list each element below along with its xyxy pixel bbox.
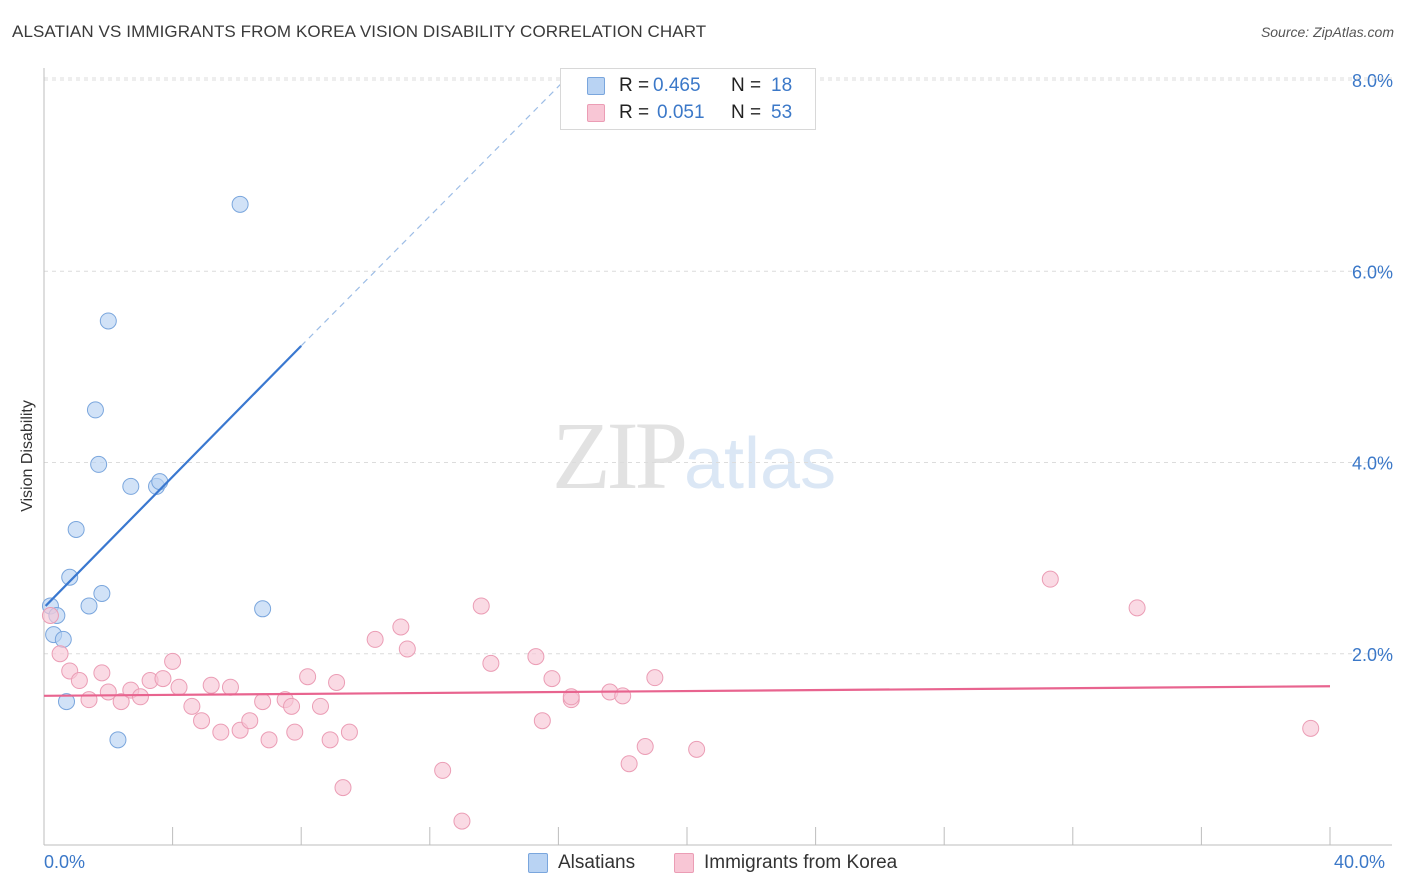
legend-swatch-blue xyxy=(587,77,605,95)
korea-point xyxy=(93,664,111,682)
source-credit: Source: ZipAtlas.com xyxy=(1260,24,1394,40)
korea-point xyxy=(183,697,201,715)
y-tick-label: 2.0% xyxy=(1352,645,1393,665)
alsatian-point xyxy=(231,195,249,213)
alsatian-point xyxy=(254,600,272,618)
korea-point xyxy=(202,676,220,694)
korea-point xyxy=(334,779,352,797)
y-tick-label: 4.0% xyxy=(1352,454,1393,474)
zipatlas-watermark: ZIPatlas xyxy=(552,400,836,511)
korea-point xyxy=(321,731,339,749)
alsatian-trendline-extension xyxy=(300,79,566,347)
alsatian-point xyxy=(93,585,111,603)
korea-point xyxy=(453,812,471,830)
korea-point xyxy=(434,761,452,779)
alsatian-point xyxy=(67,520,85,538)
alsatian-point xyxy=(58,693,76,711)
legend-item-alsatians: Alsatians xyxy=(528,852,635,874)
alsatian-point xyxy=(54,630,72,648)
korea-point xyxy=(41,607,59,624)
legend-n-label: N = xyxy=(731,102,762,123)
legend-swatch-korea xyxy=(674,853,694,873)
korea-point xyxy=(340,723,358,741)
korea-point xyxy=(1302,719,1320,737)
korea-point xyxy=(170,678,188,696)
korea-point xyxy=(482,654,500,672)
alsatian-trendline xyxy=(44,345,302,607)
legend-swatch-alsatians xyxy=(528,853,548,873)
alsatian-point xyxy=(80,597,98,615)
legend-item-korea: Immigrants from Korea xyxy=(674,852,897,874)
korea-point xyxy=(527,648,545,666)
alsatian-point xyxy=(122,477,140,495)
x-tick-label-max: 40.0% xyxy=(1334,852,1386,872)
legend-r-value: 0.051 xyxy=(657,102,705,123)
korea-point xyxy=(131,688,149,706)
korea-point xyxy=(392,618,410,636)
korea-point xyxy=(1041,570,1059,588)
legend-r-label: R = xyxy=(619,102,650,123)
korea-point xyxy=(80,691,98,709)
korea-point xyxy=(112,693,130,711)
alsatian-point xyxy=(61,568,79,586)
korea-point xyxy=(1128,599,1146,617)
korea-point xyxy=(221,678,239,696)
korea-point xyxy=(299,668,317,686)
y-tick-label: 8.0% xyxy=(1352,71,1393,91)
korea-point xyxy=(193,712,211,730)
stats-legend: R = 0.465 N = 18 R = 0.051 N = 53 xyxy=(560,68,816,130)
korea-point xyxy=(154,670,172,688)
korea-point xyxy=(328,673,346,691)
korea-point xyxy=(212,723,230,741)
x-tick-label-min: 0.0% xyxy=(44,852,86,872)
korea-point xyxy=(533,712,551,730)
korea-point xyxy=(311,697,329,715)
korea-point xyxy=(620,755,638,773)
legend-r-value: 0.465 xyxy=(653,75,701,96)
korea-point xyxy=(398,640,416,658)
legend-r-label: R = xyxy=(619,75,650,96)
y-tick-label: 6.0% xyxy=(1352,262,1393,282)
korea-point xyxy=(254,693,272,711)
korea-point xyxy=(70,672,88,690)
watermark-atlas: atlas xyxy=(684,424,837,504)
korea-point xyxy=(286,723,304,741)
legend-n-value: 53 xyxy=(771,102,793,123)
series-legend: Alsatians Immigrants from Korea xyxy=(0,852,1406,878)
alsatian-point xyxy=(86,401,104,419)
korea-point xyxy=(241,712,259,730)
korea-point xyxy=(636,738,654,756)
korea-point xyxy=(472,597,490,615)
korea-point xyxy=(260,731,278,749)
korea-point xyxy=(51,645,69,663)
korea-point xyxy=(688,740,706,758)
alsatian-point xyxy=(109,731,127,749)
korea-point xyxy=(614,687,632,705)
korea-point xyxy=(283,697,301,715)
legend-n-value: 18 xyxy=(771,75,793,96)
korea-trendline xyxy=(43,685,1331,697)
watermark-zip: ZIP xyxy=(552,402,688,509)
alsatian-point xyxy=(151,473,169,491)
alsatian-point xyxy=(99,312,117,330)
legend-swatch-pink xyxy=(587,104,605,122)
chart-title: ALSATIAN VS IMMIGRANTS FROM KOREA VISION… xyxy=(12,22,707,41)
korea-point xyxy=(366,630,384,648)
legend-label-alsatians: Alsatians xyxy=(558,852,636,873)
korea-point xyxy=(543,670,561,688)
legend-n-label: N = xyxy=(731,75,762,96)
alsatian-point xyxy=(90,455,108,473)
legend-label-korea: Immigrants from Korea xyxy=(704,852,898,873)
korea-point xyxy=(164,652,182,670)
korea-point xyxy=(646,669,664,687)
